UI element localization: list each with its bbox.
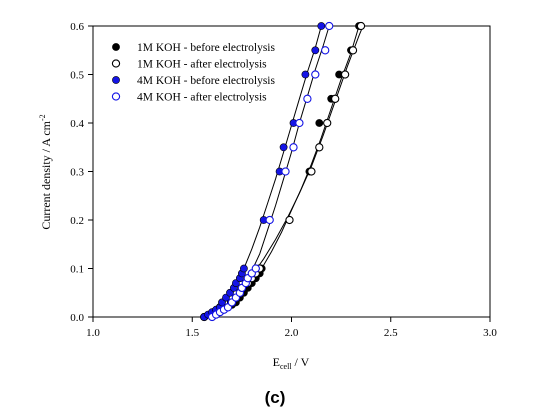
data-point bbox=[251, 264, 260, 273]
y-axis-title: Current density / A cm-2 bbox=[38, 114, 53, 229]
legend: 1M KOH - before electrolysis 1M KOH - aft… bbox=[111, 42, 275, 104]
data-point bbox=[315, 143, 324, 152]
data-point bbox=[307, 167, 316, 176]
data-point bbox=[321, 46, 330, 55]
x-tick-label: 1.5 bbox=[185, 327, 199, 339]
data-point bbox=[281, 167, 290, 176]
x-tick-label: 1.0 bbox=[86, 327, 100, 339]
y-axis-ticks: 0.0 0.1 0.2 0.3 0.4 0.5 0.6 bbox=[70, 21, 93, 324]
legend-marker bbox=[111, 92, 121, 101]
y-tick-label: 0.3 bbox=[70, 167, 84, 179]
legend-label: 4M KOH - before electrolysis bbox=[137, 75, 275, 87]
y-tick-label: 0.6 bbox=[70, 21, 84, 33]
y-tick-label: 0.5 bbox=[70, 70, 84, 82]
data-point bbox=[356, 21, 366, 31]
data-point bbox=[301, 70, 310, 79]
data-point bbox=[289, 143, 298, 152]
data-markers bbox=[200, 21, 366, 322]
y-axis-title-superscript: -2 bbox=[38, 114, 47, 121]
panel-label: (c) bbox=[264, 388, 286, 407]
legend-marker bbox=[111, 59, 121, 68]
data-point bbox=[311, 70, 320, 79]
x-axis-ticks: 1.0 1.5 2.0 2.5 3.0 bbox=[86, 317, 497, 339]
legend-marker bbox=[112, 43, 120, 51]
y-tick-label: 0.4 bbox=[70, 118, 84, 130]
x-axis-title-rest: / V bbox=[292, 355, 310, 369]
data-point bbox=[325, 21, 334, 31]
y-axis-title-main: Current density / A cm bbox=[39, 120, 53, 229]
legend-label: 4M KOH - after electrolysis bbox=[137, 92, 267, 104]
y-tick-label: 0.2 bbox=[70, 215, 84, 227]
x-axis-title: Ecell / V bbox=[273, 355, 310, 371]
data-point bbox=[239, 264, 248, 273]
y-tick-label: 0.1 bbox=[70, 264, 84, 276]
data-point bbox=[331, 94, 340, 103]
data-point bbox=[285, 215, 294, 225]
legend-marker bbox=[112, 76, 120, 84]
data-point bbox=[348, 46, 358, 55]
x-axis-title-main: E bbox=[273, 355, 280, 369]
legend-label: 1M KOH - after electrolysis bbox=[137, 59, 267, 71]
data-point bbox=[295, 118, 304, 128]
data-point bbox=[317, 22, 326, 30]
x-tick-label: 3.0 bbox=[483, 327, 497, 339]
legend-label: 1M KOH - before electrolysis bbox=[137, 42, 275, 54]
data-point bbox=[340, 70, 350, 79]
data-point bbox=[311, 46, 320, 55]
x-tick-label: 2.0 bbox=[285, 327, 299, 339]
data-point bbox=[315, 119, 324, 127]
data-point bbox=[303, 94, 312, 103]
data-point bbox=[279, 143, 288, 152]
data-point bbox=[265, 215, 274, 225]
x-axis-title-subscript: cell bbox=[280, 362, 292, 371]
data-point bbox=[323, 118, 332, 128]
x-tick-label: 2.5 bbox=[384, 327, 398, 339]
chart: 1.0 1.5 2.0 2.5 3.0 0.0 0.1 0.2 0.3 0.4 0.5 0.6 Ec… bbox=[38, 21, 497, 371]
y-tick-label: 0.0 bbox=[70, 312, 84, 324]
